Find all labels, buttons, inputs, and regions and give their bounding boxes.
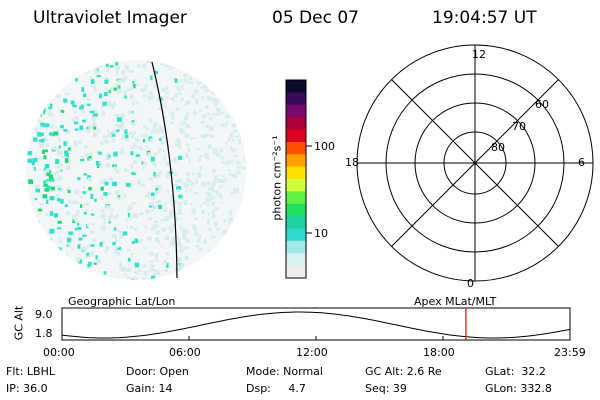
terminator-line	[151, 61, 178, 279]
mlt-label-12: 12	[472, 48, 486, 61]
glon-value: GLon: 332.8	[485, 382, 552, 395]
lat-label-70: 70	[512, 120, 526, 133]
polar-grid	[356, 44, 594, 282]
timeline-y-label: GC Alt	[12, 305, 26, 341]
mode-value: Mode: Normal	[246, 365, 323, 378]
colorbar-label-100: 100	[314, 140, 335, 153]
timeline-left-title: Geographic Lat/Lon	[68, 295, 176, 308]
mlt-label-18: 18	[345, 156, 359, 169]
time-label: 19:04:57 UT	[432, 8, 537, 28]
x-tick-0600: 06:00	[169, 346, 201, 359]
flt-value: Flt: LBHL	[6, 365, 55, 378]
x-tick-1800: 18:00	[423, 346, 455, 359]
x-tick-2359: 23:59	[554, 346, 586, 359]
seq-value: Seq: 39	[365, 382, 407, 395]
color-bar	[285, 79, 307, 279]
colorbar-unit: photon cm⁻²s⁻¹	[270, 135, 284, 221]
gc-alt-value: GC Alt: 2.6 Re	[365, 365, 442, 378]
glat-value: GLat: 32.2	[485, 365, 546, 378]
timeline-right-title: Apex MLat/MLT	[414, 295, 497, 308]
y-tick-9: 9.0	[35, 308, 53, 321]
door-value: Door: Open	[126, 365, 189, 378]
ip-value: IP: 36.0	[6, 382, 48, 395]
lat-label-60: 60	[535, 98, 549, 111]
lat-label-80: 80	[491, 141, 505, 154]
y-tick-1-8: 1.8	[35, 327, 53, 340]
altitude-timeline	[61, 307, 571, 341]
mlt-label-6: 6	[578, 156, 585, 169]
date-label: 05 Dec 07	[272, 8, 359, 28]
colorbar-label-10: 10	[314, 227, 328, 240]
altitude-curve	[61, 311, 571, 339]
gain-value: Gain: 14	[126, 382, 173, 395]
x-tick-0000: 00:00	[43, 346, 75, 359]
auroral-image	[26, 60, 246, 280]
mlt-label-0: 0	[467, 277, 474, 290]
dsp-value: Dsp: 4.7	[246, 382, 306, 395]
instrument-title: Ultraviolet Imager	[33, 8, 187, 28]
x-tick-1200: 12:00	[296, 346, 328, 359]
